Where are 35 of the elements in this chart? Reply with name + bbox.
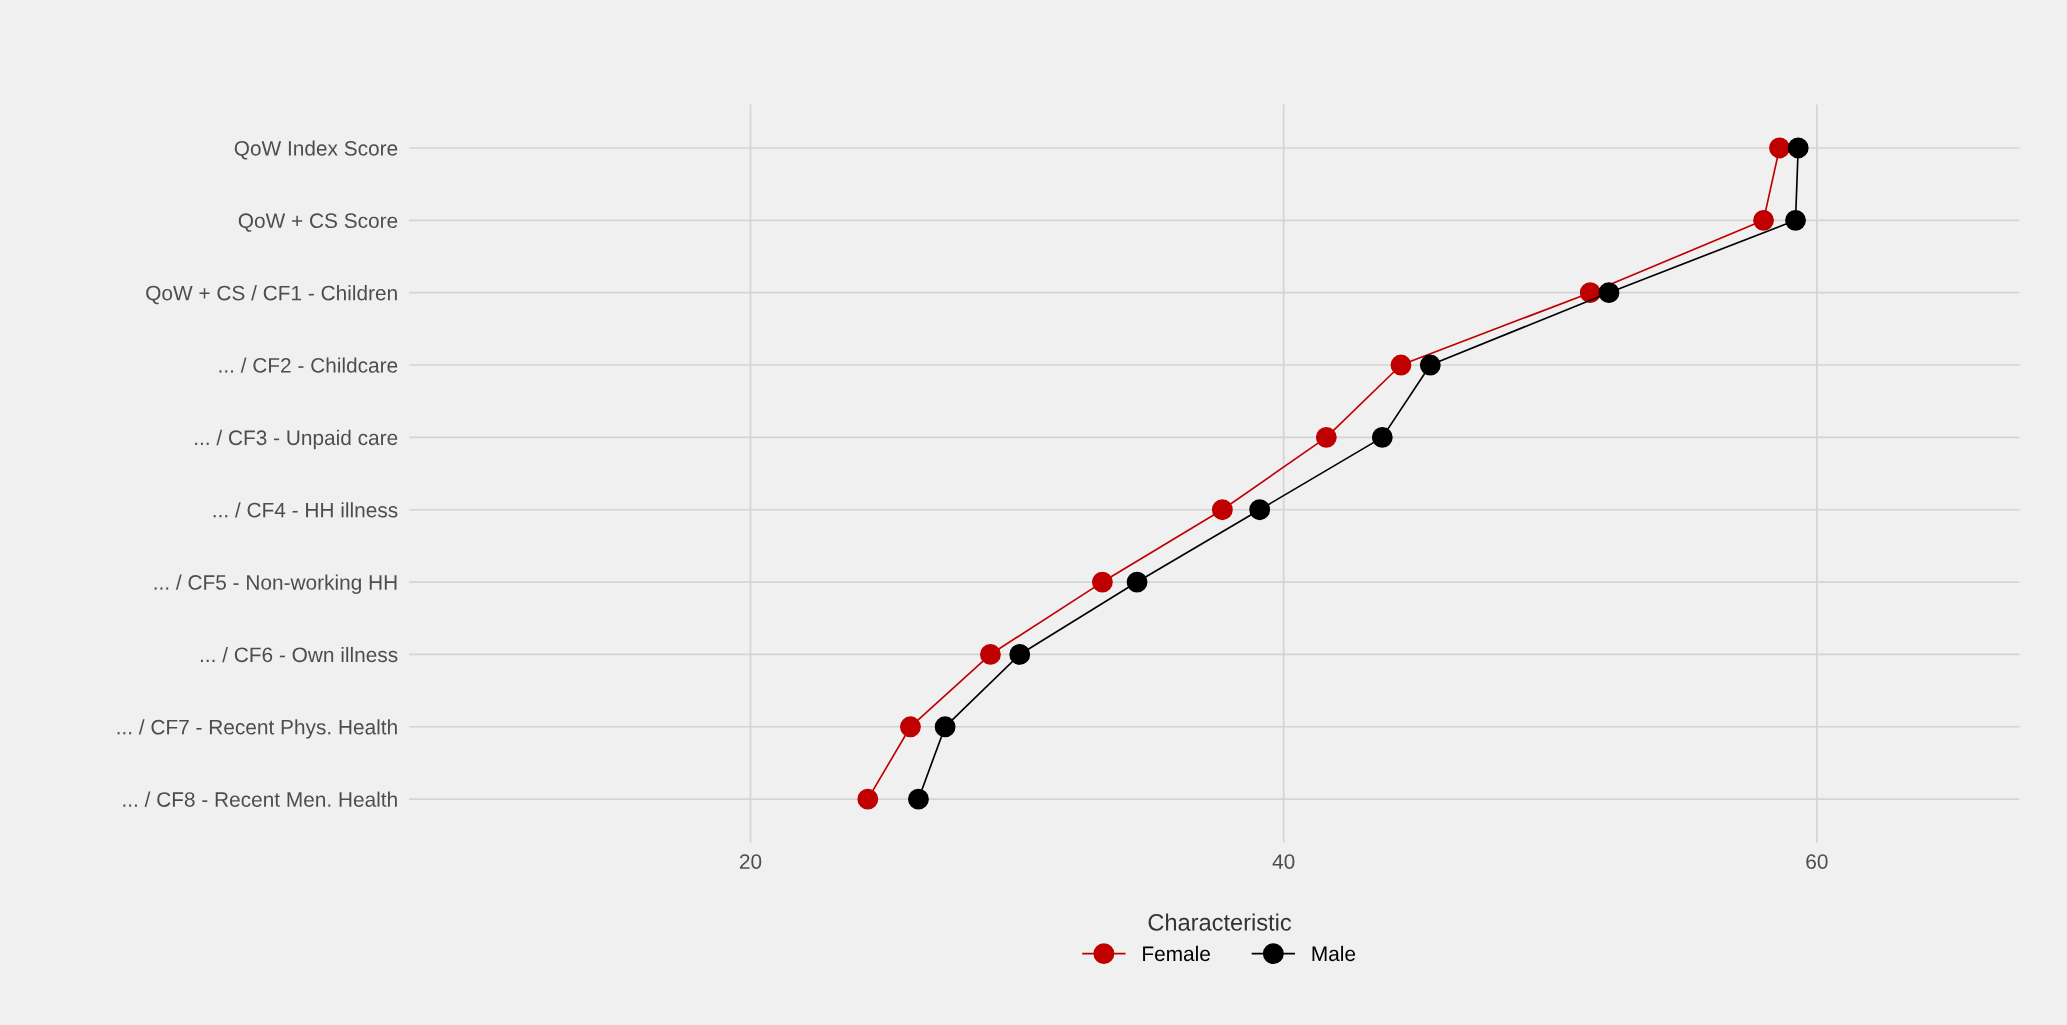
point <box>1390 354 1412 376</box>
point <box>934 716 956 738</box>
point <box>1419 354 1441 376</box>
x-tick-label: 20 <box>739 854 762 869</box>
y-tick-label: ... / CF2 - Childcare <box>219 357 398 373</box>
point <box>1769 137 1790 159</box>
point <box>980 644 1001 665</box>
y-tick-label: QoW Index Score <box>234 140 398 160</box>
legend-label: Male <box>1312 945 1356 962</box>
point <box>1785 209 1806 231</box>
y-tick-label: ... / CF5 - Non-working HH <box>154 574 397 594</box>
point <box>1249 499 1271 521</box>
point <box>1787 137 1809 159</box>
y-tick-label: ... / CF6 - Own illness <box>200 646 398 663</box>
point <box>1371 426 1393 448</box>
point <box>1091 571 1113 593</box>
point <box>1009 644 1031 665</box>
point <box>1598 282 1620 304</box>
y-tick-label: ... / CF8 - Recent Men. Health <box>123 791 397 807</box>
point <box>1211 499 1233 521</box>
y-tick-label: QoW + CS Score <box>238 213 398 232</box>
y-tick-label: QoW + CS / CF1 - Children <box>146 285 397 305</box>
x-tick-label: 40 <box>1272 854 1295 869</box>
point <box>908 788 929 810</box>
y-tick-label: ... / CF7 - Recent Phys. Health <box>117 719 397 739</box>
point <box>1753 209 1774 231</box>
legend-label: Female <box>1143 945 1210 962</box>
point <box>1315 426 1337 448</box>
point <box>857 788 879 810</box>
legend-title: Characteristic <box>1148 913 1292 931</box>
point <box>1126 571 1148 593</box>
point <box>900 716 921 738</box>
x-tick-label: 60 <box>1806 854 1828 869</box>
y-tick-label: ... / CF4 - HH illness <box>213 502 398 518</box>
y-tick-label: ... / CF3 - Unpaid care <box>195 429 398 450</box>
